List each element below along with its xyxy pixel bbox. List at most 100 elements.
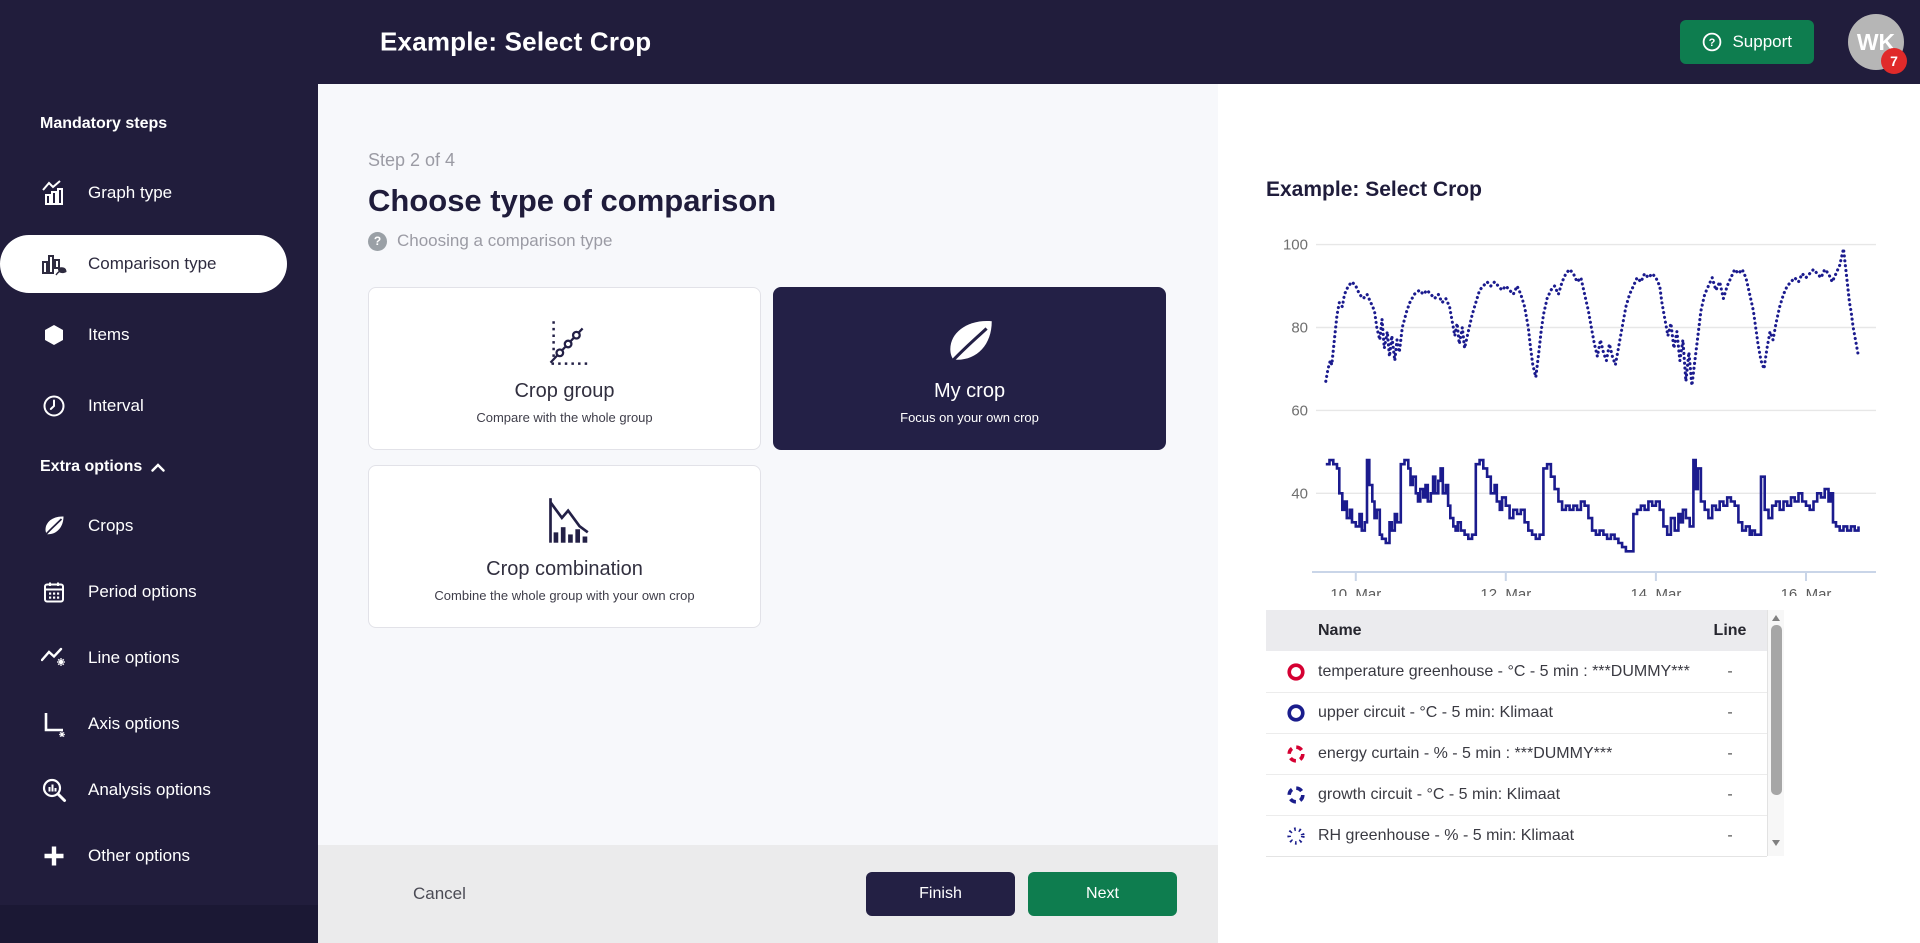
series-marker-solid-icon <box>1286 703 1318 723</box>
series-name: upper circuit - °C - 5 min: Klimaat <box>1318 704 1553 721</box>
leaf-icon <box>40 512 68 540</box>
scroll-down-icon[interactable] <box>1772 840 1780 846</box>
support-label: Support <box>1732 32 1792 51</box>
sidebar-item-items[interactable]: Items <box>0 306 287 364</box>
sidebar-item-label: Analysis options <box>88 780 211 799</box>
chevron-up-icon[interactable] <box>151 462 165 472</box>
legend-col-name: Name <box>1318 621 1362 639</box>
sidebar-item-label: Other options <box>88 846 191 865</box>
wizard-title: Choose type of comparison <box>368 183 777 218</box>
sidebar-item-axis-options[interactable]: Axis options <box>0 697 287 751</box>
sidebar-item-line-options[interactable]: Line options <box>0 631 287 685</box>
line-options-icon <box>40 644 68 672</box>
option-card-subtitle: Compare with the whole group <box>476 410 653 425</box>
series-marker-dashed-icon <box>1286 785 1318 805</box>
leaf-card-icon <box>941 312 999 376</box>
series-name: growth circuit - °C - 5 min: Klimaat <box>1318 786 1561 803</box>
support-button[interactable]: ? Support <box>1680 20 1814 64</box>
graph-type-icon <box>40 179 68 207</box>
option-card-title: Crop combination <box>486 558 643 580</box>
scroll-up-icon[interactable] <box>1772 615 1780 621</box>
preview-panel: Example: Select Crop 100 80 60 40 10. Mar 12.… <box>1218 84 1920 943</box>
footer-buttons: Finish Next <box>866 872 1177 916</box>
sidebar-item-period-options[interactable]: Period options <box>0 565 287 619</box>
legend-col-line: Line <box>1713 621 1747 639</box>
svg-text:?: ? <box>1709 37 1716 49</box>
sidebar-item-other-options[interactable]: Other options <box>0 829 287 883</box>
svg-text:12. Mar: 12. Mar <box>1480 586 1531 596</box>
preview-title: Example: Select Crop <box>1266 178 1482 201</box>
svg-text:80: 80 <box>1291 320 1308 337</box>
legend-header: Name Line <box>1266 610 1767 651</box>
series-line-value: - <box>1727 786 1733 803</box>
svg-text:100: 100 <box>1283 237 1308 254</box>
sidebar-item-label: Period options <box>88 582 197 601</box>
scatter-line-icon <box>536 312 594 376</box>
sidebar-section-label: Mandatory steps <box>40 115 168 132</box>
series-marker-dashed-icon <box>1286 744 1318 764</box>
legend-row-energy-curtain[interactable]: energy curtain - % - 5 min : ***DUMMY***… <box>1266 733 1767 774</box>
sidebar-item-label: Interval <box>88 396 144 415</box>
scrollbar-thumb[interactable] <box>1771 625 1782 795</box>
sidebar-item-comparison-type[interactable]: Comparison type <box>0 235 287 293</box>
option-card-crop-group[interactable]: Crop group Compare with the whole group <box>368 287 761 450</box>
series-line-value: - <box>1727 704 1733 721</box>
help-icon[interactable]: ? <box>368 231 387 251</box>
finish-button[interactable]: Finish <box>866 872 1015 916</box>
sidebar-item-analysis-options[interactable]: Analysis options <box>0 763 287 817</box>
sidebar-section-label: Extra options <box>40 458 143 475</box>
combo-chart-icon <box>536 490 594 554</box>
legend-table: Name Line temperature greenhouse - °C - … <box>1266 610 1767 857</box>
legend-row-temperature-greenhouse[interactable]: temperature greenhouse - °C - 5 min : **… <box>1266 651 1767 692</box>
help-row: ? Choosing a comparison type <box>368 231 1218 251</box>
series-marker-dotted-icon <box>1286 826 1318 846</box>
legend-rows: temperature greenhouse - °C - 5 min : **… <box>1266 651 1767 856</box>
next-button[interactable]: Next <box>1028 872 1177 916</box>
sidebar-item-label: Axis options <box>88 714 180 733</box>
series-line-value: - <box>1727 662 1733 680</box>
topbar: Example: Select Crop ? Support WK 7 <box>0 0 1920 84</box>
series-marker-solid-icon <box>1286 662 1318 682</box>
help-circle-icon: ? <box>1702 32 1722 52</box>
sidebar-section-extra-options: Extra options <box>0 457 318 477</box>
legend-row-upper-circuit[interactable]: upper circuit - °C - 5 min: Klimaat - <box>1266 692 1767 733</box>
avatar[interactable]: WK 7 <box>1848 14 1907 74</box>
plus-icon <box>40 842 68 870</box>
series-name: energy curtain - % - 5 min : ***DUMMY*** <box>1318 745 1613 762</box>
wizard-panel: Step 2 of 4 Choose type of comparison ? … <box>318 84 1218 943</box>
sidebar-item-interval[interactable]: Interval <box>0 377 287 435</box>
legend-row-rh-greenhouse[interactable]: RH greenhouse - % - 5 min: Klimaat - <box>1266 815 1767 856</box>
wizard-footer: Cancel Finish Next <box>318 845 1218 943</box>
series-name: RH greenhouse - % - 5 min: Klimaat <box>1318 827 1575 844</box>
option-card-subtitle: Combine the whole group with your own cr… <box>434 588 695 603</box>
page-title: Example: Select Crop <box>380 26 652 57</box>
series-line-value: - <box>1727 827 1733 844</box>
sidebar-item-label: Items <box>88 325 130 344</box>
legend-row-growth-circuit[interactable]: growth circuit - °C - 5 min: Klimaat - <box>1266 774 1767 815</box>
sidebar-section-mandatory-steps: Mandatory steps <box>0 114 318 134</box>
sidebar-item-graph-type[interactable]: Graph type <box>0 164 287 222</box>
sidebar-item-label: Line options <box>88 648 180 667</box>
legend-scrollbar[interactable] <box>1767 610 1784 856</box>
series-line-value: - <box>1727 745 1733 762</box>
axis-options-icon <box>40 710 68 738</box>
cancel-button[interactable]: Cancel <box>413 884 466 903</box>
sidebar-item-label: Comparison type <box>88 254 217 273</box>
svg-text:16. Mar: 16. Mar <box>1781 586 1832 596</box>
svg-text:40: 40 <box>1291 485 1308 502</box>
step-indicator: Step 2 of 4 <box>368 150 456 170</box>
svg-text:10. Mar: 10. Mar <box>1330 586 1381 596</box>
help-text: Choosing a comparison type <box>397 231 613 250</box>
option-card-subtitle: Focus on your own crop <box>900 410 1039 425</box>
preview-chart: 100 80 60 40 10. Mar 12. Mar 14. Mar 16. Mar <box>1283 237 1876 596</box>
option-card-crop-combination[interactable]: Crop combination Combine the whole group … <box>368 465 761 628</box>
calendar-icon <box>40 578 68 606</box>
sidebar-item-label: Graph type <box>88 183 173 202</box>
sidebar: Mandatory steps Graph type Comparison type… <box>0 84 318 943</box>
option-card-my-crop[interactable]: My crop Focus on your own crop <box>773 287 1166 450</box>
svg-text:14. Mar: 14. Mar <box>1630 586 1681 596</box>
comparison-options: Crop group Compare with the whole group My… <box>368 287 1218 628</box>
notification-badge: 7 <box>1881 48 1907 74</box>
sidebar-item-crops[interactable]: Crops <box>0 499 287 553</box>
